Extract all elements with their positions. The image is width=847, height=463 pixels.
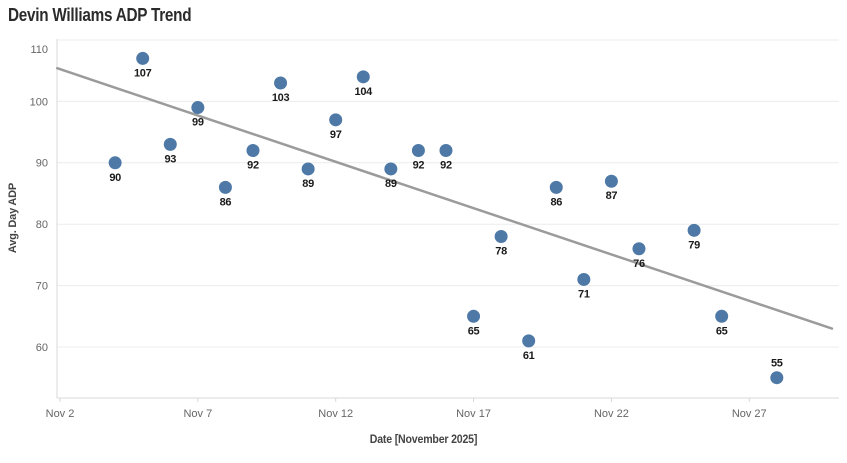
data-point-label: 61 — [523, 350, 535, 362]
data-point[interactable] — [494, 229, 508, 243]
data-point-label: 76 — [633, 258, 645, 270]
data-point[interactable] — [356, 70, 370, 84]
data-point[interactable] — [246, 144, 260, 158]
y-tick-label: 90 — [36, 158, 48, 170]
data-point-label: 104 — [355, 86, 374, 98]
x-tick-label: Nov 2 — [46, 408, 75, 420]
data-point-label: 107 — [134, 67, 152, 79]
data-point[interactable] — [136, 51, 150, 65]
x-tick-label: Nov 27 — [732, 408, 767, 420]
data-point-label: 89 — [302, 178, 314, 190]
data-point-label: 86 — [550, 196, 562, 208]
chart-title: Devin Williams ADP Trend — [8, 5, 192, 25]
data-point-label: 65 — [716, 325, 728, 337]
x-tick-label: Nov 22 — [594, 408, 629, 420]
data-point[interactable] — [549, 180, 563, 194]
y-tick-label: 70 — [36, 280, 48, 292]
data-point[interactable] — [218, 180, 232, 194]
data-point-label: 92 — [247, 160, 259, 172]
x-tick-label: Nov 12 — [318, 408, 353, 420]
data-point-label: 87 — [606, 190, 618, 202]
data-point-label: 92 — [413, 160, 425, 172]
data-point-label: 79 — [688, 239, 700, 251]
data-point-label: 92 — [440, 160, 452, 172]
data-point-label: 93 — [164, 153, 176, 165]
data-point-label: 78 — [495, 245, 507, 257]
data-point[interactable] — [715, 309, 729, 323]
trend-line — [55, 66, 834, 330]
data-point-label: 65 — [468, 325, 480, 337]
data-point[interactable] — [522, 334, 536, 348]
y-tick-label: 100 — [30, 96, 48, 108]
data-point-label: 99 — [192, 117, 204, 129]
data-point[interactable] — [163, 137, 177, 151]
y-tick-label: 60 — [36, 342, 48, 354]
data-point-label: 90 — [109, 172, 121, 184]
data-point-label: 89 — [385, 178, 397, 190]
data-point[interactable] — [770, 371, 784, 385]
data-point[interactable] — [439, 144, 453, 158]
data-point[interactable] — [467, 309, 481, 323]
y-tick-label: 110 — [30, 44, 48, 56]
data-point-label: 71 — [578, 288, 590, 300]
data-point-label: 86 — [220, 196, 232, 208]
x-axis-title: Date [November 2025] — [369, 434, 478, 446]
data-point-label: 97 — [330, 129, 342, 141]
data-point[interactable] — [108, 156, 122, 170]
data-point-label: 103 — [272, 92, 290, 104]
data-point-label: 55 — [771, 358, 783, 370]
data-point[interactable] — [604, 174, 618, 188]
y-tick-label: 80 — [36, 219, 48, 231]
data-point[interactable] — [329, 113, 343, 127]
x-tick-label: Nov 17 — [456, 408, 491, 420]
data-point[interactable] — [274, 76, 288, 90]
data-point[interactable] — [301, 162, 315, 176]
x-tick-label: Nov 7 — [183, 408, 212, 420]
data-point[interactable] — [687, 223, 701, 237]
data-point[interactable] — [384, 162, 398, 176]
y-axis-title: Avg. Day ADP — [7, 182, 19, 254]
data-point[interactable] — [191, 101, 205, 115]
data-point[interactable] — [577, 272, 591, 286]
data-point[interactable] — [632, 242, 646, 256]
data-point[interactable] — [411, 144, 425, 158]
